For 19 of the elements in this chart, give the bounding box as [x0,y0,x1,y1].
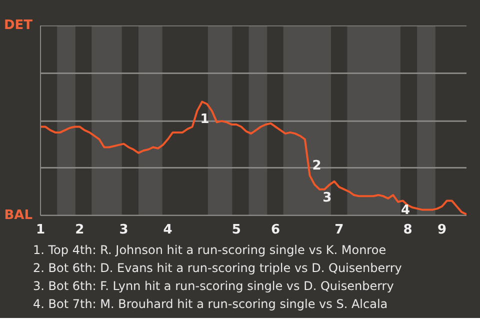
annotation: 1 [200,112,210,127]
ref-line-label: BAL [4,208,33,223]
x-tick-label: 4 [163,222,172,238]
x-tick-label: 6 [271,222,280,238]
text: 1. Top 4th: R. Johnson hit a run-scoring single vs K. Monroe [33,243,386,257]
x-tick-label: 3 [119,222,128,238]
text: 4. Bot 7th: M. Brouhard hit a run-scoring single vs S. Alcala [33,297,388,311]
x-tick-label: 8 [403,222,412,238]
annotation: 2 [312,158,322,174]
x-tick-label: 7 [334,222,344,238]
annotation: 4 [400,202,410,218]
x-tick-label: 9 [437,222,447,238]
x-tick-label: 2 [75,222,84,238]
text: 3. Bot 6th: F. Lynn hit a run-scoring single vs D. Quisenberry [33,279,394,293]
x-tick-label: 5 [232,222,241,238]
annotation: 3 [322,190,332,206]
text: 2. Bot 6th: D. Evans hit a run-scoring triple vs D. Quisenberry [33,261,402,275]
ref-line-label: DET [4,18,33,33]
x-tick-label: 1 [36,222,46,238]
